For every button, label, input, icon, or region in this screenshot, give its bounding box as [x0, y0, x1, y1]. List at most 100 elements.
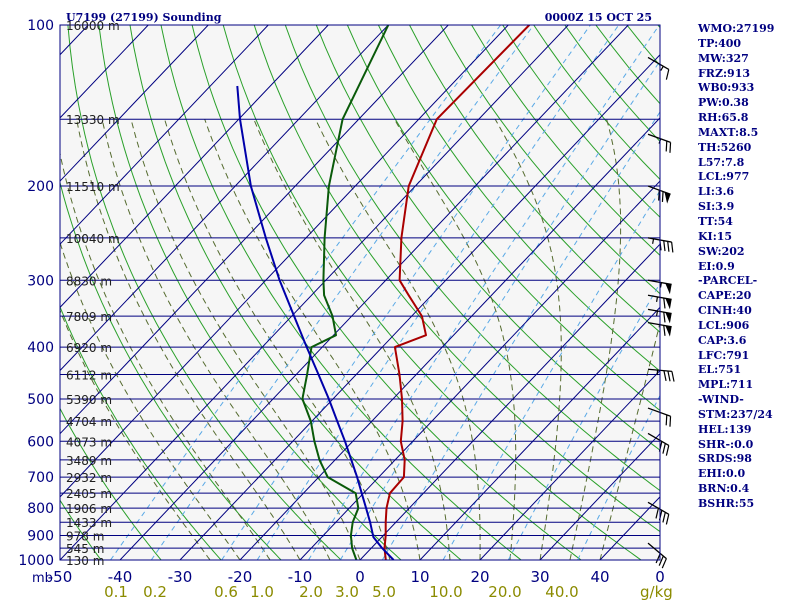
- height-label: 11510 m: [66, 180, 120, 194]
- temperature-tick-label: -30: [168, 568, 193, 586]
- height-label: 10040 m: [66, 232, 120, 246]
- temperature-tick-label: -10: [288, 568, 313, 586]
- moist-adiabat: [130, 119, 361, 560]
- height-label: 4073 m: [66, 435, 112, 449]
- chart-title: U7199 (27199) Sounding: [66, 11, 222, 24]
- mixing-ratio-label: 0.2: [143, 583, 167, 600]
- isotherm: [419, 306, 660, 560]
- stat-line: MAXT:8.5: [698, 125, 759, 139]
- stat-line: HEL:139: [698, 422, 752, 436]
- mixing-ratio-label: 40.0: [545, 583, 578, 600]
- height-label: 16000 m: [66, 19, 120, 33]
- moist-adiabat: [60, 151, 271, 560]
- isobars: [60, 24, 660, 561]
- pressure-tick-label: 1000: [18, 553, 54, 569]
- pressure-tick-label: 600: [27, 434, 54, 450]
- stat-line: SHR-:0.0: [698, 437, 754, 451]
- stat-line: MW:327: [698, 51, 749, 65]
- mixing-ratio-label: 2.0: [299, 583, 323, 600]
- isotherm: [60, 25, 449, 435]
- temperature-tick-label: -20: [228, 568, 253, 586]
- mixing-ratio-label: 3.0: [335, 583, 359, 600]
- isotherm: [179, 54, 660, 560]
- isotherm: [119, 25, 629, 560]
- isotherms: [60, 25, 660, 560]
- height-label: 2932 m: [66, 471, 112, 485]
- mixing-ratio-label: 0.1: [104, 583, 128, 600]
- stat-line: CINH:40: [698, 304, 752, 318]
- height-label: 1906 m: [66, 502, 112, 516]
- temperature-tick-label: 10: [410, 568, 429, 586]
- plot-frame: [59, 24, 661, 561]
- isotherm: [60, 25, 269, 245]
- pressure-tick-label: 700: [27, 470, 54, 486]
- profiles: [236, 25, 531, 560]
- wind-barb: [647, 56, 670, 80]
- height-label: 130 m: [66, 554, 104, 568]
- temperature-tick-label: 0: [355, 568, 365, 586]
- height-label: 2405 m: [66, 487, 112, 501]
- temperature-line: [383, 25, 531, 560]
- stat-line: MPL:711: [698, 378, 754, 392]
- stat-line: LFC:791: [698, 348, 750, 362]
- moist-adiabat: [164, 119, 391, 560]
- height-label: 5390 m: [66, 393, 112, 407]
- temperature-tick-label: -40: [108, 568, 133, 586]
- stat-line: KI:15: [698, 229, 733, 243]
- isotherm: [60, 25, 509, 498]
- temperature-tick-label: -50: [48, 568, 73, 586]
- stat-line: PW:0.38: [698, 96, 749, 110]
- height-label: 7809 m: [66, 310, 112, 324]
- mixing-ratio-label: 5.0: [372, 583, 396, 600]
- wind-barb: [647, 133, 672, 153]
- moist-adiabat: [60, 308, 211, 560]
- temperature-tick-label: 40: [590, 568, 609, 586]
- pressure-tick-label: 900: [27, 529, 54, 545]
- stat-line: TH:5260: [698, 140, 752, 154]
- pressure-tick-label: 500: [27, 392, 54, 408]
- stat-line: -WIND-: [698, 393, 744, 407]
- stat-line: EL:751: [698, 363, 742, 377]
- dewpoint-line: [301, 25, 390, 560]
- stat-line: EHI:0.0: [698, 467, 746, 481]
- moist-adiabat: [253, 119, 451, 560]
- stat-line: SI:3.9: [698, 200, 735, 214]
- moist-adiabat: [315, 118, 481, 560]
- isotherm: [539, 432, 660, 560]
- wind-barb: [647, 185, 671, 204]
- isotherm: [60, 25, 209, 182]
- moist-adiabat: [101, 119, 331, 560]
- isotherm: [60, 25, 149, 119]
- pressure-tick-label: 300: [27, 273, 54, 289]
- wind-barbs: [647, 56, 675, 569]
- mixing-ratio-label: 0.6: [214, 583, 238, 600]
- temperature-tick-label: 0: [655, 568, 665, 586]
- isotherm: [479, 369, 660, 560]
- stat-line: CAP:3.6: [698, 333, 747, 347]
- mixing-ratio-label: 1.0: [250, 583, 274, 600]
- isotherm: [299, 180, 660, 560]
- pressure-tick-label: 800: [27, 501, 54, 517]
- moist-adiabat: [599, 320, 660, 560]
- stat-line: TT:54: [698, 214, 733, 228]
- mixing-ratio-label: 20.0: [488, 583, 521, 600]
- height-label: 4704 m: [66, 415, 112, 429]
- mixing-ratio-unit: g/kg: [640, 583, 673, 600]
- temperature-tick-label: 30: [530, 568, 549, 586]
- stat-line: RH:65.8: [698, 111, 749, 125]
- isotherm: [60, 25, 569, 560]
- pressure-tick-label: 400: [27, 340, 54, 356]
- moist-adiabat: [494, 118, 562, 560]
- stability-indices: WMO:27199 TP:400 MW:327 FRZ:913 WB0:933 PW:0.…: [698, 22, 798, 512]
- moist-adiabat: [394, 118, 517, 560]
- moist-adiabat: [76, 119, 301, 560]
- stat-line: LI:3.6: [698, 185, 735, 199]
- height-label: 1433 m: [66, 516, 112, 530]
- stat-line: BRN:0.4: [698, 482, 750, 496]
- isotherm: [359, 243, 660, 560]
- mixing-ratio-label: 10.0: [429, 583, 462, 600]
- stat-line: SRDS:98: [698, 452, 752, 466]
- stat-line: CAPE:20: [698, 289, 752, 303]
- stat-line: WMO:27199: [698, 22, 775, 35]
